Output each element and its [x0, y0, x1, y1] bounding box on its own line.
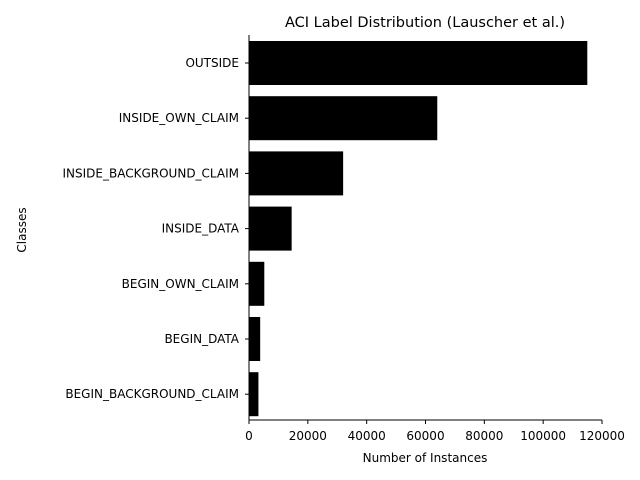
y-tick-label: INSIDE_OWN_CLAIM — [119, 111, 239, 125]
x-tick-label: 40000 — [348, 429, 386, 443]
y-axis-label: Classes — [15, 207, 29, 252]
x-tick-label: 20000 — [289, 429, 327, 443]
x-axis-label: Number of Instances — [363, 451, 488, 465]
chart-title: ACI Label Distribution (Lauscher et al.) — [285, 15, 565, 31]
x-tick-label: 60000 — [406, 429, 444, 443]
bar-begin-background-claim — [249, 372, 259, 417]
bars — [249, 41, 588, 417]
y-tick-label: BEGIN_BACKGROUND_CLAIM — [65, 387, 239, 401]
bar-begin-data — [249, 317, 261, 361]
x-ticks: 0 20000 40000 60000 80000 100000 120000 — [245, 420, 625, 443]
bar-inside-background-claim — [249, 151, 344, 196]
y-tick-labels: OUTSIDE INSIDE_OWN_CLAIM INSIDE_BACKGROUND… — [63, 56, 249, 401]
y-tick-label: BEGIN_DATA — [164, 332, 239, 346]
bar-inside-data — [249, 206, 292, 251]
x-tick-label: 0 — [245, 429, 253, 443]
bar-begin-own-claim — [249, 261, 265, 306]
bar-inside-own-claim — [249, 96, 438, 141]
y-tick-label: BEGIN_OWN_CLAIM — [122, 277, 239, 291]
y-tick-label: OUTSIDE — [185, 56, 239, 70]
y-tick-label: INSIDE_BACKGROUND_CLAIM — [63, 166, 240, 180]
y-tick-label: INSIDE_DATA — [162, 222, 240, 236]
x-tick-label: 100000 — [520, 429, 566, 443]
x-tick-label: 120000 — [579, 429, 625, 443]
x-tick-label: 80000 — [465, 429, 503, 443]
bar-outside — [249, 41, 588, 85]
